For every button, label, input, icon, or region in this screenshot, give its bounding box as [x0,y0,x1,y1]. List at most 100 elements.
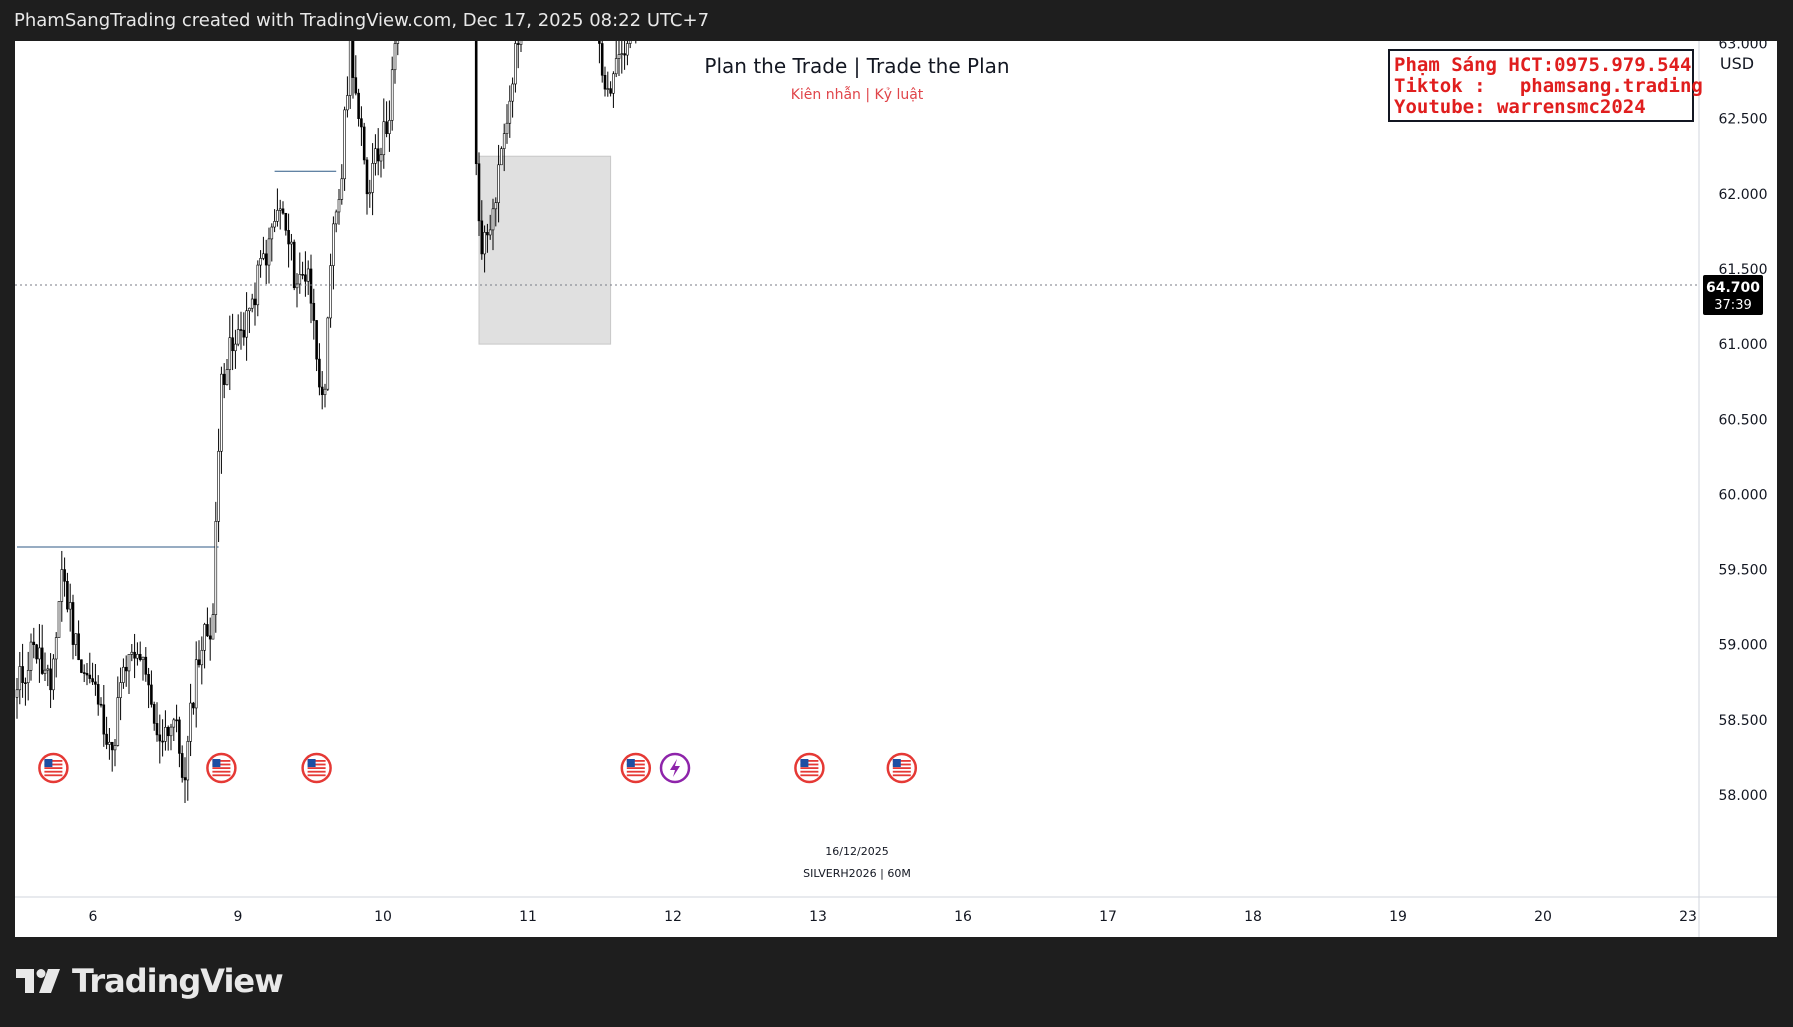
bear-candle-body [365,159,369,195]
bear-candle-body [21,666,24,683]
bolt-glyph [670,759,680,777]
candle [91,662,94,685]
bear-candle-body [239,329,243,331]
watermark-date: 16/12/2025 [825,845,888,858]
candle [15,678,19,719]
flag-stripe [800,770,819,773]
bull-candle-body [214,521,218,615]
bear-candle-body [360,118,363,128]
bear-candle-body [287,230,290,245]
bull-candle-body [256,264,260,306]
candle [340,164,344,205]
candle [225,359,229,386]
bear-candle-body [603,74,607,90]
bull-candle-body [250,298,254,309]
candle [231,313,234,371]
candle [635,41,637,44]
candle [609,81,612,97]
candle [262,236,265,261]
candle [617,41,621,76]
candle [337,189,341,225]
candle [208,617,212,661]
candle [54,632,58,678]
price-axis[interactable]: 58.000 58.500 59.000 59.500 60.000 60.500 61.0… [1719,41,1768,804]
candle [82,664,86,683]
bear-candle-body [600,43,604,76]
bear-candle-body [480,220,484,255]
flag-stripe [626,760,645,762]
flag-stripe [800,774,819,777]
candle [108,728,111,760]
bear-candle-body [362,126,366,161]
candle [628,41,632,49]
flag-stripe [892,774,911,777]
candle [508,85,512,138]
candle [169,723,173,751]
economic-events [38,752,918,784]
bull-candle-body [43,669,47,674]
bull-candle-body [113,745,117,751]
time-tick-label: 17 [1099,909,1117,925]
candle [77,620,80,661]
flag-stripe [212,760,231,762]
bull-candle-body [74,633,78,645]
candle [480,200,484,260]
candle [329,253,332,328]
candle [102,685,106,747]
bear-candle-body [85,673,89,676]
candle [256,260,260,317]
candle [519,41,523,52]
candle [217,428,220,543]
price-tick-label: 60.500 [1719,412,1768,428]
candle [186,735,190,801]
bull-candle-body [497,164,500,203]
bear-candle-body [477,163,481,222]
bull-candle-body [348,41,352,96]
candle [497,144,500,223]
flag-stripe [212,767,231,769]
bear-candle-body [71,602,75,645]
candle [360,106,363,146]
candle [309,254,313,324]
candle [152,701,156,731]
candle [239,311,243,350]
bull-candle-body [626,43,629,56]
currency-label[interactable]: USD [1720,54,1754,73]
candle [600,41,604,83]
candle [200,636,204,685]
candle [348,41,352,109]
candle [626,41,629,66]
time-tick-label: 11 [519,909,537,925]
candle [374,134,377,176]
candle [318,343,321,396]
candle [105,716,108,750]
candle [483,225,486,273]
candle [24,677,27,706]
candlestick-chart[interactable]: b1 Plan the Trade | Trade the Plan Kiên … [15,41,1777,937]
chart-panel[interactable]: b1 Plan the Trade | Trade the Plan Kiên … [15,41,1777,937]
bear-candle-body [376,148,380,162]
candle [290,233,293,261]
candle [88,652,92,684]
bull-candle-body [343,109,346,180]
candle [40,624,44,675]
candle [222,363,226,399]
bull-candle-body [494,202,498,210]
candle [295,273,299,308]
candle [315,320,318,372]
candles [15,41,637,803]
bear-candle-body [281,208,285,214]
candle [158,714,162,764]
candle [494,197,498,227]
flag-stripe [800,763,819,766]
lightning-event-icon [659,752,691,784]
candle [362,122,366,165]
candle [343,106,346,191]
candle [306,260,310,295]
bull-candle-body [298,274,302,285]
candle [144,647,148,682]
time-tick-label: 10 [374,909,392,925]
tradingview-logo[interactable]: TradingView [16,962,284,1000]
time-axis[interactable]: 6 9 10 11 12 13 16 17 18 19 20 23 [89,909,1697,925]
bear-candle-body [138,653,142,661]
